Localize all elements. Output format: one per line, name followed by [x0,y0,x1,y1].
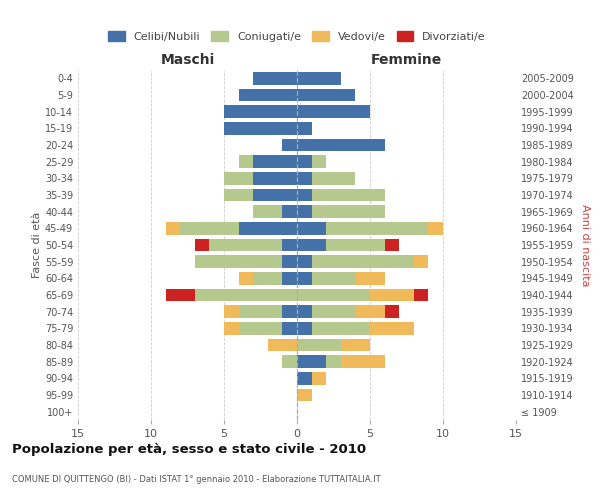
Bar [297,389,311,401]
Bar [253,206,283,218]
Bar [297,339,341,351]
Legend: Celibi/Nubili, Coniugati/e, Vedovi/e, Divorziati/e: Celibi/Nubili, Coniugati/e, Vedovi/e, Di… [104,26,490,46]
Bar [224,306,239,318]
Bar [283,256,297,268]
Bar [195,289,297,301]
Bar [297,322,311,334]
Bar [341,356,385,368]
Bar [297,72,341,85]
Bar [297,222,326,234]
Bar [268,339,297,351]
Bar [283,239,297,251]
Bar [385,239,399,251]
Bar [414,256,428,268]
Bar [355,306,385,318]
Bar [297,138,385,151]
Bar [297,356,326,368]
Bar [297,172,311,184]
Bar [283,322,297,334]
Bar [297,106,370,118]
Bar [283,206,297,218]
Bar [283,356,297,368]
Bar [414,289,428,301]
Text: Maschi: Maschi [160,52,215,66]
Bar [311,188,385,201]
Bar [253,188,297,201]
Text: Popolazione per età, sesso e stato civile - 2010: Popolazione per età, sesso e stato civil… [12,442,366,456]
Bar [253,72,297,85]
Bar [326,239,385,251]
Bar [253,172,297,184]
Bar [283,138,297,151]
Bar [297,156,311,168]
Bar [311,272,355,284]
Bar [239,222,297,234]
Bar [224,322,239,334]
Bar [253,272,283,284]
Bar [239,156,253,168]
Bar [283,272,297,284]
Bar [166,222,180,234]
Bar [297,256,311,268]
Bar [283,306,297,318]
Bar [224,188,253,201]
Bar [253,156,297,168]
Bar [385,306,399,318]
Bar [326,222,428,234]
Bar [166,289,195,301]
Bar [239,89,297,101]
Bar [297,239,326,251]
Bar [239,306,283,318]
Bar [355,272,385,284]
Bar [311,256,414,268]
Y-axis label: Anni di nascita: Anni di nascita [580,204,590,286]
Bar [297,206,311,218]
Bar [297,89,355,101]
Bar [195,239,209,251]
Bar [326,356,341,368]
Bar [297,289,370,301]
Text: Femmine: Femmine [371,52,442,66]
Bar [311,156,326,168]
Y-axis label: Fasce di età: Fasce di età [32,212,42,278]
Bar [239,322,283,334]
Bar [297,122,311,134]
Bar [224,106,297,118]
Bar [224,172,253,184]
Bar [341,339,370,351]
Bar [297,306,311,318]
Bar [297,372,311,384]
Bar [311,172,355,184]
Bar [195,256,283,268]
Bar [311,306,355,318]
Bar [370,289,414,301]
Bar [311,322,370,334]
Bar [224,122,297,134]
Bar [239,272,253,284]
Bar [297,272,311,284]
Bar [428,222,443,234]
Bar [180,222,239,234]
Bar [311,372,326,384]
Bar [311,206,385,218]
Text: COMUNE DI QUITTENGO (BI) - Dati ISTAT 1° gennaio 2010 - Elaborazione TUTTAITALIA: COMUNE DI QUITTENGO (BI) - Dati ISTAT 1°… [12,476,380,484]
Bar [297,188,311,201]
Bar [209,239,283,251]
Bar [370,322,414,334]
